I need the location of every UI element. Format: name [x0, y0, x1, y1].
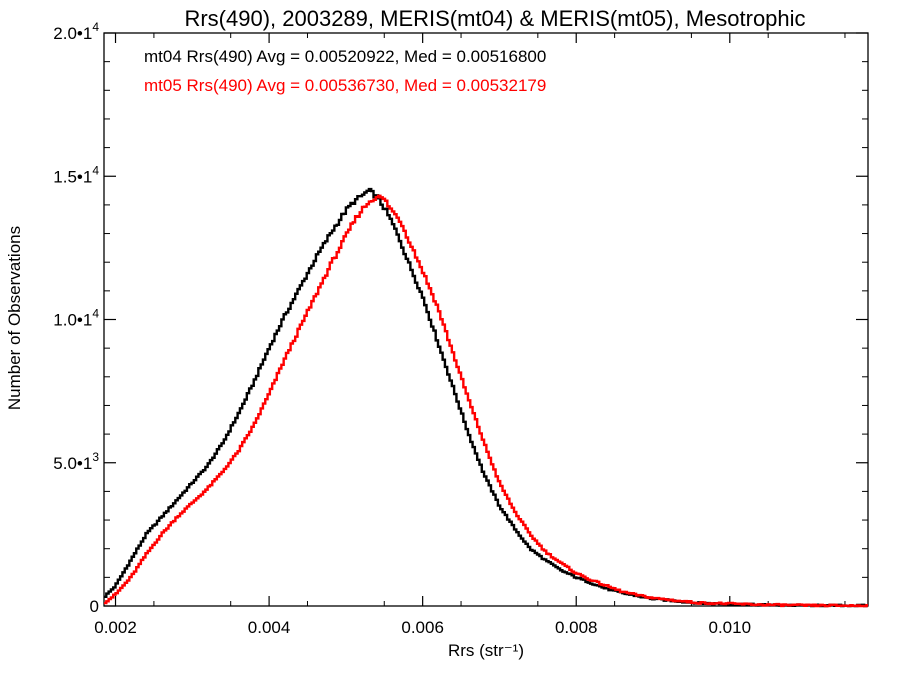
y-tick-mantissa: 0 [90, 597, 99, 616]
y-tick-label: 0 [90, 597, 99, 616]
series-line-mt04 [104, 187, 868, 608]
y-tick-exponent: 4 [92, 20, 99, 34]
y-tick-mantissa: 1.5•1 [53, 167, 92, 186]
x-tick-label: 0.002 [94, 618, 137, 637]
y-tick-exponent: 4 [92, 307, 99, 321]
y-tick-mantissa: 5.0•1 [53, 454, 92, 473]
chart-title: Rrs(490), 2003289, MERIS(mt04) & MERIS(m… [184, 6, 805, 31]
y-tick-exponent: 3 [92, 450, 99, 464]
axis-ticks: 0.002 0.004 0.006 0.008 0.01005.0•131.0•141.… [53, 20, 868, 637]
x-tick-label: 0.006 [401, 618, 444, 637]
plot-frame [103, 32, 869, 607]
y-tick-mantissa: 1.0•1 [53, 311, 92, 330]
x-tick-label: 0.010 [709, 618, 752, 637]
x-axis-label: Rrs (str⁻¹) [448, 641, 524, 660]
y-tick-label: 1.0•14 [53, 307, 99, 330]
x-tick-label: 0.004 [248, 618, 291, 637]
y-tick-label: 1.5•14 [53, 163, 99, 186]
y-tick-label: 2.0•14 [53, 20, 99, 43]
y-tick-mantissa: 2.0•1 [53, 24, 92, 43]
mt05-stats-label: mt05 Rrs(490) Avg = 0.00536730, Med = 0.… [144, 76, 546, 95]
series-line-mt05 [104, 194, 868, 608]
series-layer [104, 187, 868, 608]
y-tick-exponent: 4 [92, 163, 99, 177]
y-tick-label: 5.0•13 [53, 450, 99, 473]
y-axis-label: Number of Observations [5, 226, 24, 410]
mt04-stats-label: mt04 Rrs(490) Avg = 0.00520922, Med = 0.… [144, 47, 546, 66]
x-tick-label: 0.008 [555, 618, 598, 637]
